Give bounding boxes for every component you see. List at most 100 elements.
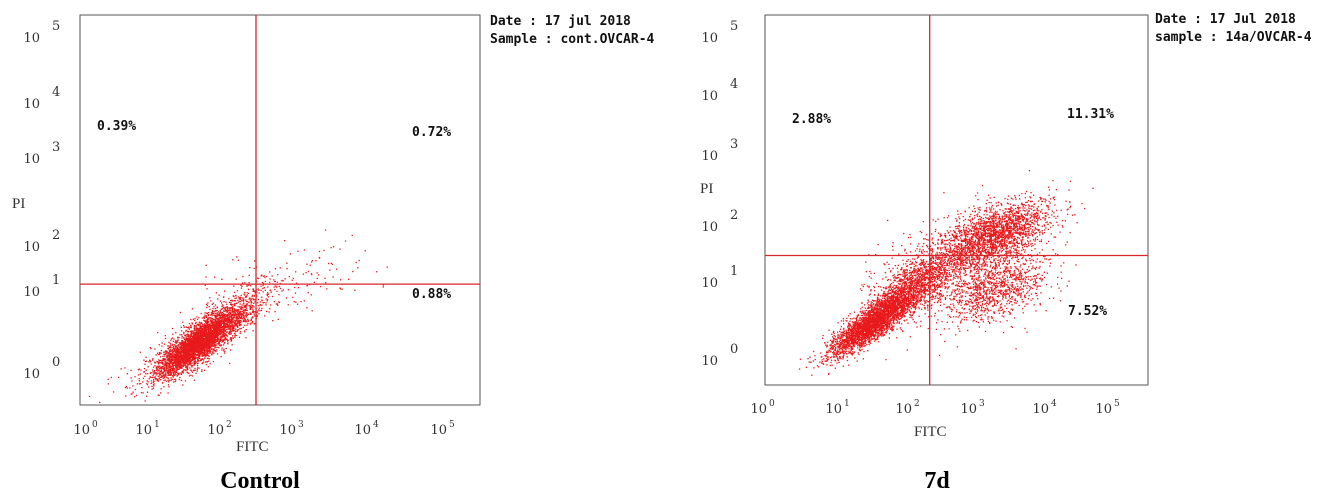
event-point [263, 291, 264, 292]
x-tick-base: 10 [135, 423, 152, 438]
event-point [252, 291, 253, 292]
event-point [189, 349, 190, 350]
event-point [190, 341, 191, 342]
y-tick-base: 10 [23, 97, 40, 112]
event-point [162, 382, 163, 383]
event-point [161, 346, 162, 347]
event-point [235, 325, 236, 326]
event-point [238, 319, 239, 320]
event-point [246, 316, 247, 317]
event-point [151, 386, 152, 387]
event-point [202, 353, 203, 354]
event-point [301, 301, 302, 302]
event-point [199, 346, 200, 347]
event-point [352, 235, 353, 236]
event-point [111, 377, 112, 378]
event-point [190, 340, 191, 341]
event-point [211, 321, 212, 322]
event-point [188, 358, 189, 359]
event-point [163, 354, 164, 355]
event-point [223, 296, 224, 297]
event-point [178, 353, 179, 354]
event-point [201, 351, 202, 352]
event-point [846, 330, 847, 331]
event-point [799, 368, 800, 369]
event-point [176, 368, 177, 369]
event-point [205, 355, 206, 356]
event-point [231, 307, 232, 308]
event-point [199, 324, 200, 325]
event-point [277, 305, 278, 306]
event-point [156, 370, 157, 371]
event-point [227, 325, 228, 326]
event-point [230, 304, 231, 305]
event-point [215, 351, 216, 352]
event-point [234, 292, 235, 293]
event-point [170, 347, 171, 348]
event-point [243, 299, 244, 300]
event-point [227, 306, 228, 307]
event-point [150, 361, 151, 362]
event-point [217, 331, 218, 332]
event-point [193, 340, 194, 341]
event-point [295, 302, 296, 303]
event-point [163, 368, 164, 369]
event-point [836, 362, 837, 363]
event-point [231, 340, 232, 341]
event-point [220, 325, 221, 326]
event-point [272, 275, 273, 276]
event-point [273, 279, 274, 280]
event-point [173, 362, 174, 363]
event-point [201, 338, 202, 339]
event-point [209, 309, 210, 310]
event-point [204, 323, 205, 324]
event-point [217, 306, 218, 307]
event-point [215, 337, 216, 338]
event-point [841, 320, 842, 321]
event-point [215, 325, 216, 326]
event-point [234, 298, 235, 299]
event-point [245, 337, 246, 338]
event-point [156, 368, 157, 369]
event-point [225, 327, 226, 328]
event-point [220, 345, 221, 346]
event-point [235, 309, 236, 310]
event-point [252, 312, 253, 313]
event-point [167, 352, 168, 353]
event-point [183, 372, 184, 373]
event-point [206, 304, 207, 305]
event-point [142, 381, 143, 382]
event-point [234, 333, 235, 334]
event-point [197, 341, 198, 342]
day7-plot-frame [765, 15, 1148, 385]
event-point [148, 361, 149, 362]
event-point [247, 294, 248, 295]
event-point [153, 379, 154, 380]
event-point [242, 276, 243, 277]
event-point [239, 325, 240, 326]
event-point [171, 354, 172, 355]
event-point [236, 335, 237, 336]
event-point [170, 343, 171, 344]
event-point [229, 311, 230, 312]
event-point [319, 251, 320, 252]
event-point [324, 278, 325, 279]
event-point [222, 323, 223, 324]
event-point [215, 322, 216, 323]
event-point [265, 290, 266, 291]
event-point [224, 315, 225, 316]
event-point [192, 365, 193, 366]
event-point [166, 367, 167, 368]
event-point [176, 375, 177, 376]
event-point [184, 363, 185, 364]
event-point [188, 355, 189, 356]
event-point [199, 340, 200, 341]
event-point [144, 364, 145, 365]
event-point [240, 320, 241, 321]
event-point [195, 373, 196, 374]
event-point [229, 324, 230, 325]
event-point [206, 317, 207, 318]
event-point [207, 343, 208, 344]
event-point [278, 319, 279, 320]
event-point [228, 320, 229, 321]
